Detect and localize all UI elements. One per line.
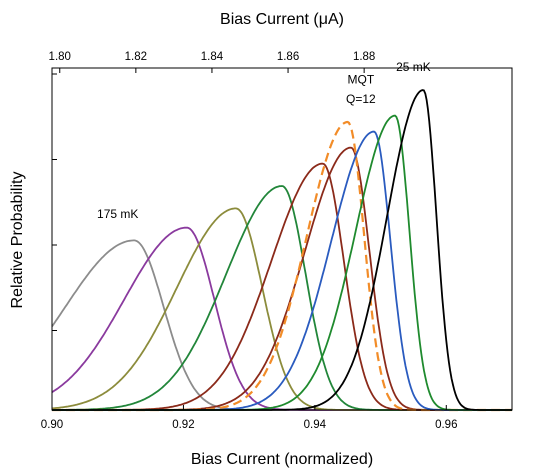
x-tick-label: 0.94 <box>304 419 327 431</box>
annotation-4: 25 mK <box>396 60 431 74</box>
x-tick-label: 0.90 <box>41 419 63 431</box>
annotation-2: MQT <box>348 73 375 87</box>
top-x-tick-label: 1.88 <box>353 51 375 63</box>
series-curve-5 <box>52 162 512 411</box>
annotations: 175 mK MQT Q=12 25 mK <box>97 60 431 221</box>
plot-frame <box>51 67 513 411</box>
x-tick-label: 0.92 <box>172 419 194 431</box>
top-x-tick-label: 1.86 <box>277 51 299 63</box>
top-x-tick-label: 1.84 <box>201 51 224 63</box>
x-axis-title: Bias Current (normalized) <box>191 451 373 468</box>
top-x-tick-label: 1.80 <box>49 51 71 63</box>
x-tick-label: 0.96 <box>435 419 457 431</box>
top-x-tick-label: 1.82 <box>125 51 147 63</box>
annotation-3: Q=12 <box>346 92 376 106</box>
top-x-axis: 1.781.801.821.841.861.88 <box>49 51 375 73</box>
top-x-axis-title: Bias Current (μA) <box>220 11 344 28</box>
y-axis <box>52 73 57 331</box>
annotation-1: 175 mK <box>97 207 138 221</box>
series-curve-6 <box>52 146 512 411</box>
curves <box>51 89 512 412</box>
x-axis: 0.90 0.92 0.94 0.96 <box>41 405 457 431</box>
y-axis-title: Relative Probability <box>9 172 26 309</box>
series-curve-10 <box>52 89 512 411</box>
